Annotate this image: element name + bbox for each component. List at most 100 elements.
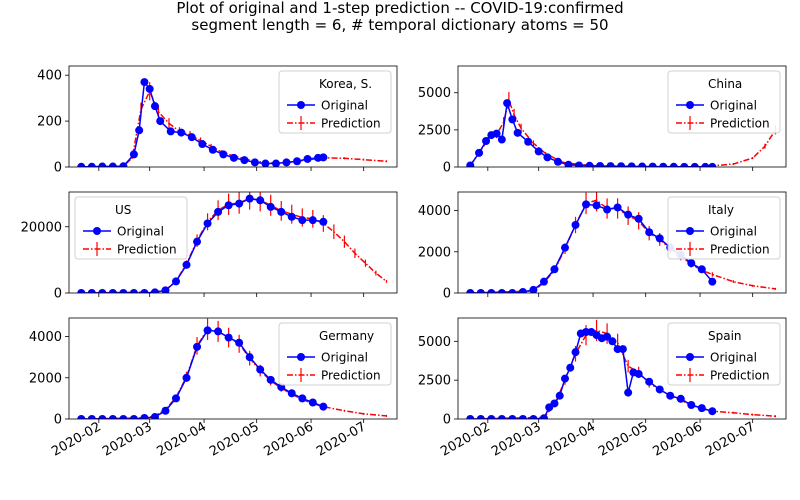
legend: US Original Prediction: [74, 196, 188, 260]
legend: Spain Original Prediction: [667, 322, 781, 386]
original-marker: [708, 162, 717, 167]
original-marker: [518, 287, 527, 293]
original-marker: [497, 289, 506, 293]
original-marker: [708, 407, 717, 416]
original-marker: [553, 157, 562, 166]
legend-original-marker: [686, 101, 694, 109]
axes-frame: [68, 317, 398, 420]
original-marker: [171, 394, 180, 403]
original-marker: [550, 265, 559, 274]
x-tick-label: 2020-05: [207, 419, 262, 459]
legend-original-marker: [93, 227, 101, 235]
original-marker: [618, 345, 627, 354]
original-marker: [466, 415, 475, 419]
original-marker: [529, 285, 538, 293]
original-marker: [669, 162, 678, 167]
original-marker: [129, 289, 138, 293]
legend-prediction-label: Prediction: [117, 243, 177, 257]
original-marker: [319, 153, 328, 162]
plot-area: [466, 319, 777, 419]
x-tick-label: 2020-06: [262, 419, 317, 459]
legend-prediction-label: Prediction: [321, 369, 381, 383]
original-marker: [539, 277, 548, 286]
x-tick-label: 2020-05: [596, 419, 651, 459]
original-marker: [676, 394, 685, 403]
legend-box: [667, 322, 781, 386]
original-marker: [613, 203, 622, 212]
original-marker: [119, 415, 128, 419]
original-marker: [224, 201, 233, 210]
original-marker: [214, 207, 223, 216]
y-tick-label: 20000: [21, 220, 62, 235]
original-marker: [177, 128, 186, 137]
legend-original-marker: [297, 353, 305, 361]
original-marker: [208, 145, 217, 154]
original-marker: [245, 353, 254, 362]
original-marker: [266, 202, 275, 211]
original-marker: [503, 99, 512, 108]
original-marker: [513, 128, 522, 137]
original-marker: [214, 327, 223, 336]
legend-title: Korea, S.: [319, 77, 372, 91]
original-marker: [648, 162, 657, 167]
legend-original-marker: [686, 227, 694, 235]
x-tick-label: 2020-03: [100, 419, 155, 459]
subplot-1: 0 200 400 Korea, S. Original Prediction: [37, 65, 398, 176]
original-marker: [492, 129, 501, 138]
y-tick-label: 200: [37, 115, 62, 130]
legend-original-marker: [297, 101, 305, 109]
original-marker: [303, 154, 312, 163]
x-tick-label: 2020-03: [489, 419, 544, 459]
original-marker: [319, 402, 328, 411]
original-marker: [98, 162, 107, 167]
axes-frame: [457, 191, 787, 294]
legend: Italy Original Prediction: [667, 196, 781, 260]
original-marker: [287, 212, 296, 221]
original-marker: [298, 216, 307, 225]
original-marker: [603, 332, 612, 341]
original-marker: [666, 391, 675, 400]
original-marker: [680, 162, 689, 167]
legend-original-label: Original: [710, 99, 757, 113]
original-marker: [119, 289, 128, 293]
original-marker: [560, 374, 569, 383]
prediction-line: [469, 97, 777, 167]
original-marker: [108, 415, 117, 419]
y-tick-label: 0: [54, 161, 62, 176]
legend-prediction-label: Prediction: [710, 369, 770, 383]
original-marker: [560, 243, 569, 252]
original-marker: [87, 415, 96, 419]
original-marker: [487, 415, 496, 419]
y-tick-label: 2500: [418, 374, 451, 389]
original-marker: [150, 102, 159, 111]
y-tick-label: 5000: [418, 335, 451, 350]
original-marker: [655, 234, 664, 243]
original-marker: [645, 228, 654, 237]
original-marker: [319, 217, 328, 226]
original-marker: [250, 158, 259, 167]
original-marker: [161, 286, 170, 293]
original-marker: [482, 137, 491, 146]
original-marker: [497, 135, 506, 144]
original-marker: [466, 161, 475, 167]
y-tick-label: 400: [37, 69, 62, 84]
original-marker: [240, 156, 249, 165]
original-marker: [645, 377, 654, 386]
original-marker: [550, 399, 559, 408]
legend-box: [278, 70, 392, 134]
legend-original-label: Original: [321, 351, 368, 365]
original-marker: [564, 160, 573, 167]
original-marker: [150, 412, 159, 419]
x-tick-label: 2020-04: [544, 419, 599, 459]
legend-original-label: Original: [710, 351, 757, 365]
original-marker: [224, 333, 233, 342]
original-marker: [476, 289, 485, 293]
original-marker: [150, 288, 159, 293]
original-marker: [129, 150, 138, 159]
axes-frame: [457, 65, 787, 168]
original-marker: [539, 414, 548, 419]
original-marker: [193, 342, 202, 351]
original-marker: [140, 78, 149, 87]
